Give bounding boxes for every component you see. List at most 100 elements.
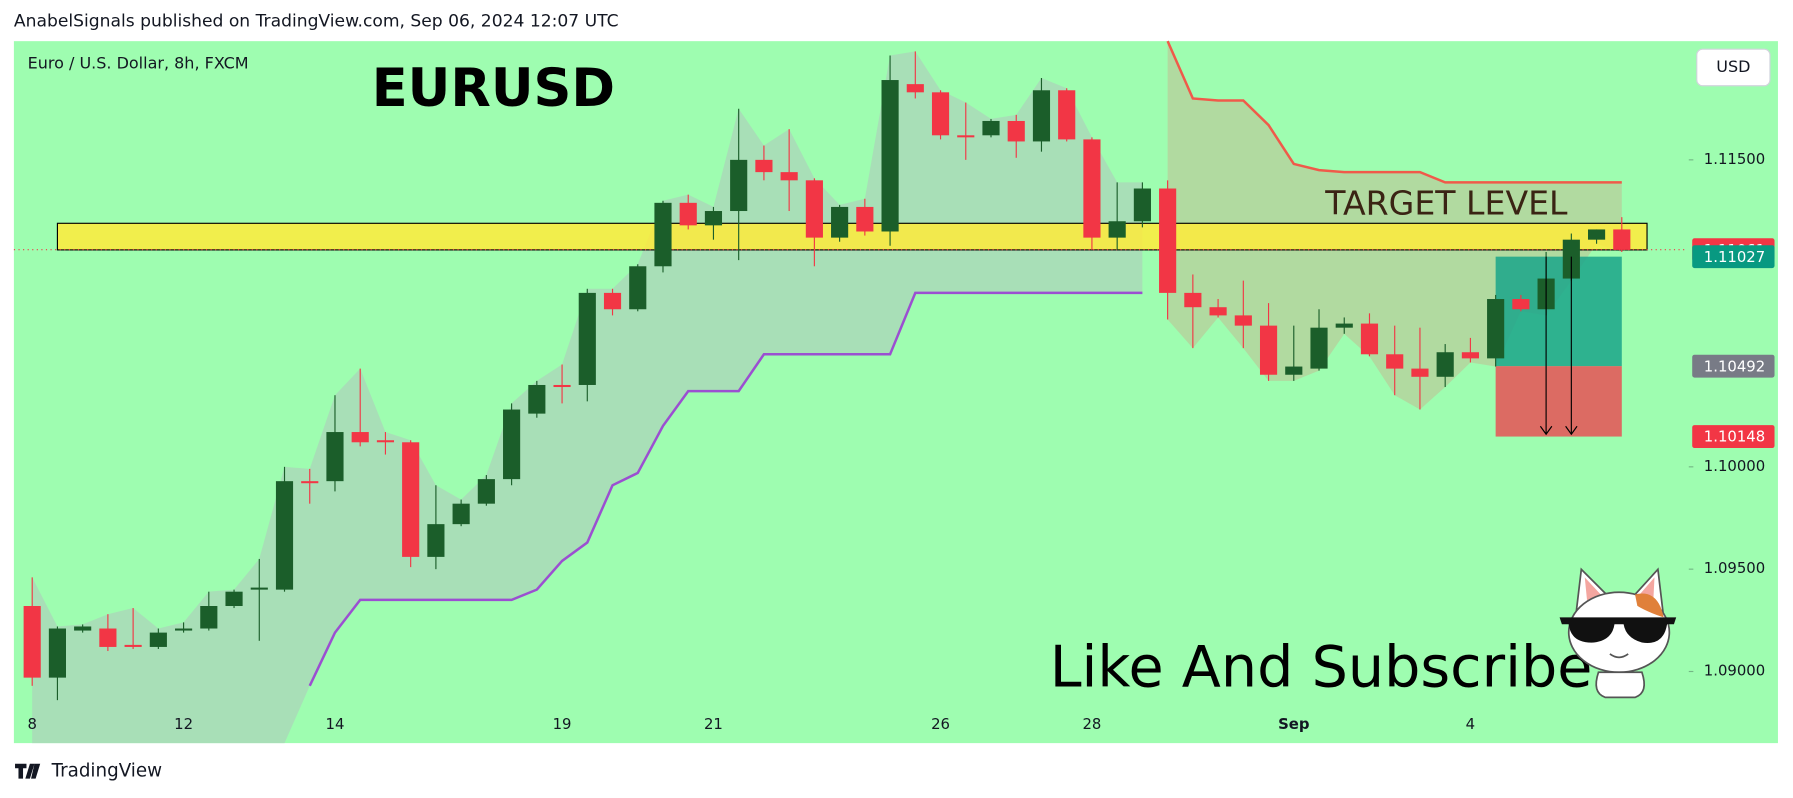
price-tag	[1692, 425, 1775, 448]
candle-body	[1234, 315, 1252, 326]
candle-body	[1159, 188, 1177, 293]
candle-body	[1461, 352, 1479, 359]
loss-zone	[1495, 366, 1622, 437]
price-tag-label: 1.10492	[1704, 357, 1765, 375]
candle-body	[1133, 188, 1151, 222]
candle-body	[149, 632, 167, 647]
target-label: TARGET LEVEL	[1324, 184, 1568, 223]
candle-body	[124, 644, 142, 647]
candle-body	[301, 481, 319, 484]
lower-band	[308, 291, 1143, 687]
x-tick-label: 26	[931, 715, 950, 733]
x-tick-label: 14	[326, 715, 345, 733]
candle-body	[679, 202, 697, 226]
candle-body	[351, 432, 369, 443]
candle-body	[1108, 221, 1126, 238]
candle-body	[452, 503, 470, 525]
candle-body	[629, 266, 647, 310]
x-tick-label: 12	[174, 715, 193, 733]
chart-title: EURUSD	[372, 58, 615, 119]
x-tick-label: 21	[704, 715, 723, 733]
candle-body	[1209, 307, 1227, 316]
candle-body	[704, 211, 723, 226]
x-tick-label: 19	[553, 715, 572, 733]
candle-body	[1411, 368, 1429, 377]
candle-body	[1386, 354, 1404, 369]
candle-body	[553, 384, 571, 388]
arrow-head	[1565, 425, 1578, 436]
candle-body	[1310, 327, 1328, 369]
x-tick-label: Sep	[1278, 715, 1309, 733]
y-tick-label: 1.09500	[1704, 559, 1765, 577]
candle-body	[250, 587, 268, 590]
candle-body	[982, 120, 1000, 136]
price-tag	[1692, 245, 1775, 269]
currency-button[interactable]	[1696, 48, 1771, 87]
candle-body	[275, 481, 294, 590]
candle-body	[931, 92, 950, 136]
currency-label: USD	[1716, 57, 1750, 76]
candle-body	[881, 80, 899, 232]
candle-body	[831, 206, 849, 238]
candle-body	[1335, 323, 1353, 328]
candle-body	[1436, 352, 1454, 377]
symbol-info: Euro / U.S. Dollar, 8h, FXCM	[28, 54, 249, 73]
candle-body	[1184, 292, 1202, 308]
candle-body	[175, 628, 193, 631]
candle-body	[1285, 366, 1303, 375]
candle-body	[755, 159, 773, 173]
candle-body	[603, 292, 622, 310]
candle-body	[856, 206, 874, 232]
cat-sticker	[1559, 567, 1677, 699]
x-tick-label: 28	[1082, 715, 1101, 733]
candle-body	[503, 409, 521, 480]
candle-body	[654, 202, 672, 267]
candle-body	[1613, 229, 1631, 250]
candle-body	[23, 606, 41, 678]
profit-zone	[1495, 256, 1622, 367]
candle-body	[906, 84, 924, 93]
header: AnabelSignals published on TradingView.c…	[14, 12, 619, 32]
upper-band	[1166, 40, 1622, 184]
candle-body	[1487, 299, 1505, 359]
candle-body	[1512, 299, 1530, 310]
plot: 1.11500 1.10000 1.09500 1.09000 TARGET LEVEL…	[13, 40, 1775, 744]
candle-body	[578, 292, 596, 385]
y-tick-label: 1.09000	[1704, 661, 1765, 679]
candle-body	[780, 172, 798, 181]
x-tick-label: 8	[27, 715, 36, 733]
candle-body	[1007, 120, 1025, 142]
candle-body	[427, 524, 445, 557]
footer-brand: TradingView	[51, 761, 163, 782]
candle-body	[402, 442, 420, 557]
candle-body	[99, 628, 117, 647]
price-tag-label: 1.11027	[1704, 248, 1765, 266]
target-zone	[56, 222, 1648, 251]
x-tick-label: 4	[1466, 715, 1475, 733]
candle-body	[1032, 90, 1051, 142]
y-tick-label: 1.11500	[1704, 150, 1765, 168]
candle-body	[48, 628, 66, 678]
annotation: Like And Subscribe	[1050, 635, 1593, 701]
candle-body	[1058, 90, 1076, 140]
candle-body	[376, 440, 395, 443]
candle-body	[1360, 323, 1379, 355]
candle-body	[1587, 229, 1606, 240]
candle-body	[805, 180, 823, 238]
candle-body	[326, 432, 344, 482]
candle-body	[1083, 139, 1101, 238]
candle-body	[1259, 325, 1278, 375]
candle-body	[528, 384, 546, 414]
candle-body	[730, 159, 748, 212]
tradingview-logo	[15, 763, 41, 779]
price-tag	[1692, 354, 1775, 378]
candle-body	[74, 626, 92, 631]
candle-body	[200, 606, 218, 629]
candle-body	[957, 135, 975, 138]
arrow-head	[1539, 425, 1553, 436]
candle-body	[477, 479, 495, 504]
price-tag-label: 1.10148	[1704, 428, 1765, 446]
candle-body	[225, 591, 243, 607]
y-tick-label: 1.10000	[1704, 457, 1765, 475]
